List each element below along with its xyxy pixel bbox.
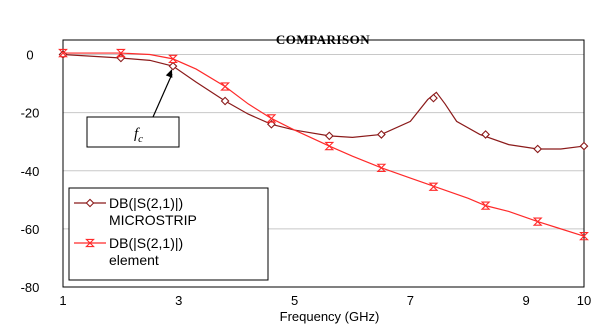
- legend-swatch-marker-1: [85, 238, 95, 248]
- y-tick-label-0: 0: [26, 48, 33, 63]
- series-1-point-0: [58, 48, 68, 58]
- series-1-point-6: [376, 163, 387, 173]
- series-0-point-6: [377, 130, 386, 139]
- series-0-point-7: [429, 93, 438, 103]
- chart-title: COMPARISON: [276, 32, 370, 47]
- annotation-arrow-head: [165, 69, 173, 78]
- series-1-point-10: [579, 231, 589, 241]
- series-1-point-2: [168, 54, 178, 64]
- series-0-point-10: [579, 141, 589, 151]
- x-tick-label-2: 5: [291, 293, 298, 308]
- annotation-box: [86, 116, 180, 148]
- series-1-point-1: [115, 48, 126, 58]
- series-1-point-4: [266, 114, 277, 123]
- fc-annotation: fc: [86, 69, 180, 148]
- series-1-point-7: [428, 182, 439, 191]
- y-tick-label-4: -80: [21, 280, 40, 295]
- legend-label-0-line2: MICROSTRIP: [109, 212, 197, 228]
- y-tick-label-3: -60: [21, 222, 40, 237]
- series-line-0: [62, 53, 585, 150]
- y-axis-ticks: 0 -20 -40 -60 -80: [21, 48, 40, 295]
- series-0-point-8: [481, 130, 490, 139]
- series-1-point-9: [532, 217, 543, 226]
- y-tick-label-1: -20: [21, 106, 40, 121]
- legend-entry-0: DB(|S(2,1)|)MICROSTRIP: [74, 195, 197, 228]
- series-0-point-9: [533, 144, 543, 154]
- series-0-point-2: [168, 61, 178, 71]
- y-tick-label-2: -40: [21, 164, 40, 179]
- x-tick-label-4: 9: [522, 293, 529, 308]
- series-0-point-5: [324, 131, 334, 141]
- x-axis-ticks: 1 3 5 7 9 10: [59, 293, 591, 308]
- series-0-point-3: [220, 96, 230, 106]
- annotation-arrow-line: [152, 73, 173, 118]
- series-line-1: [63, 52, 585, 237]
- series-layer: [58, 48, 589, 241]
- legend-label-1-line1: DB(|S(2,1)|): [109, 235, 183, 251]
- legend-label-1-line2: element: [109, 252, 159, 268]
- legend-entry-1: DB(|S(2,1)|)element: [74, 235, 183, 268]
- series-1-point-5: [324, 141, 335, 151]
- annotation-label: fc: [134, 126, 143, 145]
- legend-label-0-line1: DB(|S(2,1)|): [109, 195, 183, 211]
- x-tick-label-3: 7: [407, 293, 414, 308]
- series-1-point-3: [220, 82, 231, 91]
- x-tick-label-5: 10: [577, 293, 591, 308]
- series-1: [58, 48, 589, 241]
- x-tick-label-1: 3: [175, 293, 182, 308]
- legend: DB(|S(2,1)|)MICROSTRIPDB(|S(2,1)|)elemen…: [68, 187, 269, 281]
- series-0-point-4: [267, 119, 276, 129]
- plot-frame: [62, 39, 585, 288]
- series-1-point-8: [480, 201, 491, 210]
- legend-swatch-marker-0: [85, 198, 95, 208]
- x-axis-label: Frequency (GHz): [280, 309, 380, 324]
- annotation-subscript: c: [138, 133, 143, 145]
- x-tick-label-0: 1: [59, 293, 66, 308]
